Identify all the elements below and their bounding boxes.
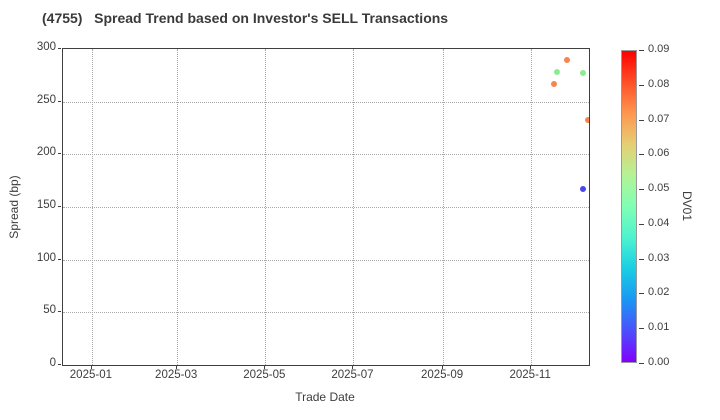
scatter-point <box>551 80 558 87</box>
colorbar-tick-label: 0.03 <box>648 251 670 264</box>
scatter-point <box>580 186 587 193</box>
y-tick-label: 0 <box>49 357 56 369</box>
colorbar-tick-mark <box>639 293 644 295</box>
colorbar-tick-mark <box>639 50 644 51</box>
y-tick-label: 150 <box>36 199 56 211</box>
x-tick-label: 2025-09 <box>420 369 464 381</box>
y-gridline <box>63 101 589 103</box>
colorbar-tick-label: 0.00 <box>648 356 670 368</box>
y-tick-mark <box>58 258 61 260</box>
y-tick-mark <box>58 153 61 155</box>
colorbar-tick-label: 0.09 <box>648 43 670 55</box>
y-tick-label: 100 <box>36 251 56 264</box>
scatter-point <box>584 116 589 123</box>
x-tick-label: 2025-05 <box>243 369 286 381</box>
colorbar-tick-label: 0.07 <box>648 112 670 125</box>
scatter-point <box>564 56 571 63</box>
y-axis-label: Spread (bp) <box>7 175 21 239</box>
y-tick-label: 250 <box>36 93 56 106</box>
colorbar-tick-label: 0.01 <box>648 321 670 334</box>
y-tick-label: 200 <box>36 146 56 159</box>
colorbar-tick-mark <box>639 328 644 330</box>
colorbar-tick-label: 0.08 <box>648 77 670 90</box>
x-tick-mark <box>352 366 354 369</box>
colorbar-tick-label: 0.04 <box>648 216 670 229</box>
colorbar-tick-label: 0.02 <box>648 286 670 299</box>
x-tick-label: 2025-11 <box>509 369 551 381</box>
y-tick-mark <box>58 48 61 49</box>
y-tick-mark <box>58 100 61 102</box>
x-tick-mark <box>176 366 178 369</box>
x-tick-mark <box>90 366 92 369</box>
colorbar-tick-mark <box>639 223 644 225</box>
colorbar-tick-mark <box>639 154 644 156</box>
y-gridline <box>63 207 589 208</box>
y-gridline <box>63 154 589 156</box>
y-gridline <box>63 312 589 314</box>
x-tick-label: 2025-07 <box>331 369 374 381</box>
x-tick-mark <box>530 366 532 369</box>
colorbar-tick-mark <box>639 189 644 191</box>
colorbar-tick-label: 0.05 <box>648 182 670 195</box>
chart-title: (4755) Spread Trend based on Investor's … <box>42 10 449 26</box>
colorbar-tick-mark <box>639 363 644 364</box>
x-tick-mark <box>264 366 266 369</box>
scatter-point <box>580 70 587 77</box>
x-tick-mark <box>442 366 444 369</box>
y-tick-mark <box>58 311 61 313</box>
y-gridline <box>63 259 589 261</box>
x-tick-label: 2025-01 <box>69 369 112 381</box>
plot-area <box>62 48 590 366</box>
y-tick-label: 50 <box>43 304 56 317</box>
colorbar-tick-label: 0.06 <box>648 147 670 160</box>
x-axis-label: Trade Date <box>295 390 355 404</box>
y-tick-mark <box>58 206 61 207</box>
colorbar-label: DV01 <box>680 190 694 222</box>
y-tick-label: 300 <box>36 41 56 53</box>
colorbar-tick-mark <box>639 119 644 121</box>
scatter-point <box>554 69 561 76</box>
x-tick-label: 2025-03 <box>155 369 198 381</box>
colorbar-tick-mark <box>639 84 644 86</box>
colorbar-gradient <box>621 50 637 363</box>
colorbar-tick-mark <box>639 258 644 260</box>
y-tick-mark <box>58 364 61 365</box>
